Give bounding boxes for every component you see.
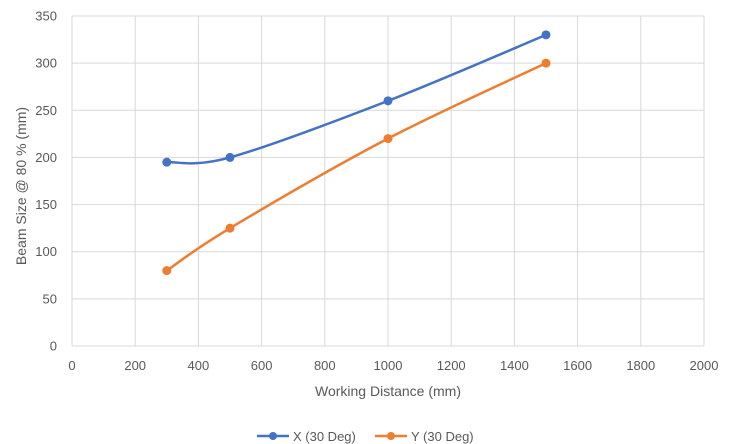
x-tick-label: 400 bbox=[188, 358, 210, 373]
data-point bbox=[225, 223, 235, 233]
y-axis-title: Beam Size @ 80 % (mm) bbox=[13, 107, 29, 265]
series-line-0 bbox=[165, 33, 548, 165]
y-tick-label: 150 bbox=[35, 197, 57, 212]
data-point bbox=[225, 152, 235, 162]
y-tick-label: 200 bbox=[35, 150, 57, 165]
legend-label-y: Y (30 Deg) bbox=[411, 429, 474, 444]
legend-marker-y bbox=[387, 432, 395, 440]
x-tick-label: 1400 bbox=[500, 358, 529, 373]
legend-item-y: Y (30 Deg) bbox=[375, 429, 474, 444]
legend-marker-x bbox=[269, 432, 277, 440]
x-tick-label: 1600 bbox=[563, 358, 592, 373]
data-point bbox=[383, 96, 393, 106]
x-tick-label: 0 bbox=[68, 358, 75, 373]
gridlines bbox=[71, 15, 705, 347]
x-tick-label: 200 bbox=[124, 358, 146, 373]
data-point bbox=[162, 266, 172, 276]
x-tick-label: 1800 bbox=[626, 358, 655, 373]
x-tick-label: 1200 bbox=[437, 358, 466, 373]
x-tick-label: 2000 bbox=[690, 358, 719, 373]
legend-item-x: X (30 Deg) bbox=[257, 429, 356, 444]
y-tick-label: 350 bbox=[35, 9, 57, 24]
data-point bbox=[383, 134, 393, 144]
x-tick-label: 600 bbox=[251, 358, 273, 373]
data-point bbox=[541, 30, 551, 40]
y-axis-ticks: 0 50 100 150 200 250 300 350 bbox=[35, 9, 57, 354]
x-tick-label: 800 bbox=[314, 358, 336, 373]
x-tick-label: 1000 bbox=[374, 358, 403, 373]
series-layer bbox=[162, 30, 551, 276]
y-tick-label: 100 bbox=[35, 244, 57, 259]
series-line-1 bbox=[165, 61, 548, 272]
y-tick-label: 50 bbox=[43, 291, 57, 306]
y-tick-label: 0 bbox=[50, 339, 57, 354]
data-point bbox=[162, 157, 172, 167]
y-tick-label: 300 bbox=[35, 56, 57, 71]
x-axis-ticks: 0 200 400 600 800 1000 1200 1400 1600 1800 2000 bbox=[68, 358, 718, 373]
data-point bbox=[541, 58, 551, 68]
legend-label-x: X (30 Deg) bbox=[293, 429, 356, 444]
legend: X (30 Deg) Y (30 Deg) bbox=[257, 429, 474, 444]
y-tick-label: 250 bbox=[35, 103, 57, 118]
x-axis-title: Working Distance (mm) bbox=[315, 383, 461, 399]
